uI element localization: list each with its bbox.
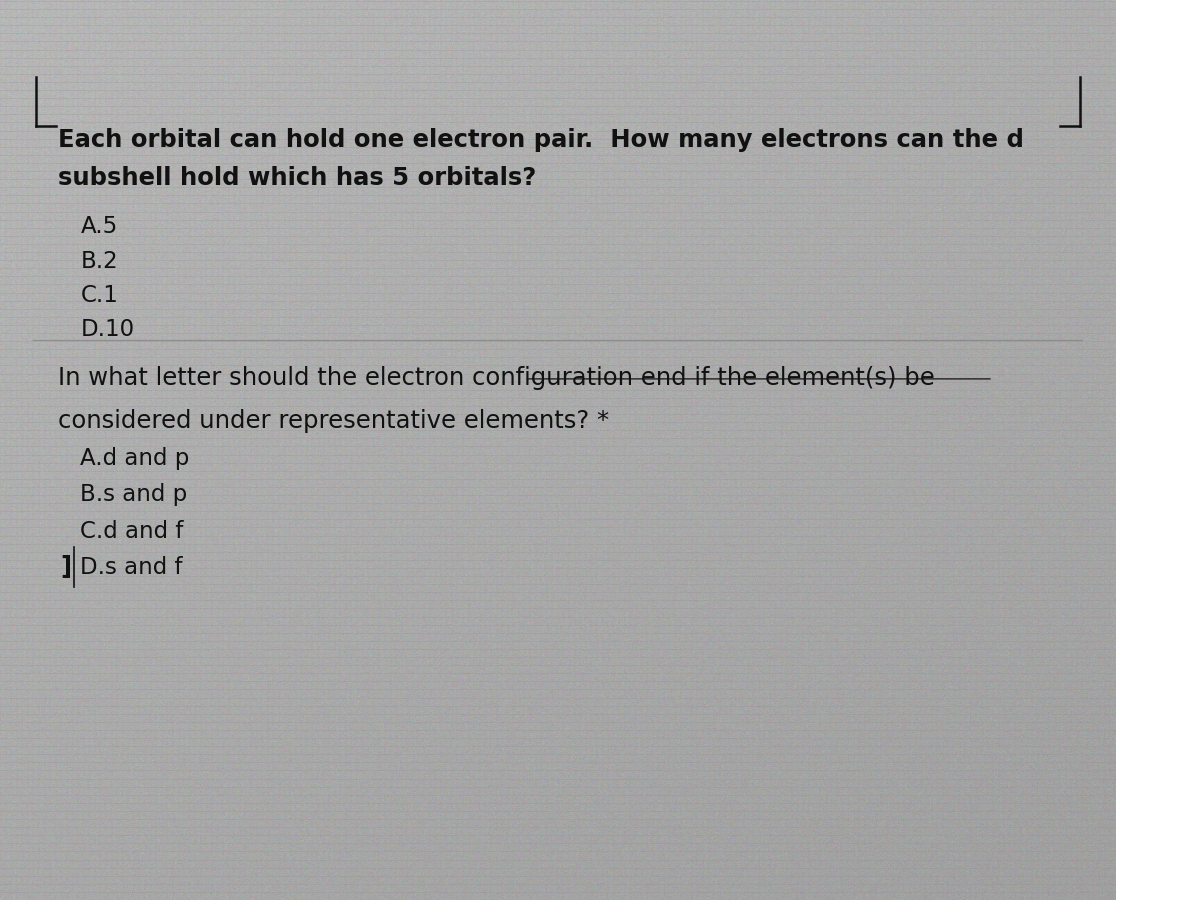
Text: A.d and p: A.d and p [80,447,190,471]
Text: C.d and f: C.d and f [80,519,184,543]
Text: considered under representative elements? *: considered under representative elements… [58,410,610,433]
Text: C.1: C.1 [80,284,119,307]
Text: D.s and f: D.s and f [80,555,182,579]
Text: B.s and p: B.s and p [80,483,187,507]
Text: B.2: B.2 [80,249,118,273]
Text: In what letter should the electron configuration end if the element(s) be: In what letter should the electron confi… [58,366,935,390]
Text: Each orbital can hold one electron pair.  How many electrons can the d: Each orbital can hold one electron pair.… [58,128,1024,151]
Text: A.5: A.5 [80,215,118,238]
Text: D.10: D.10 [80,318,134,341]
Text: ]: ] [60,555,71,579]
Text: subshell hold which has 5 orbitals?: subshell hold which has 5 orbitals? [58,166,536,190]
